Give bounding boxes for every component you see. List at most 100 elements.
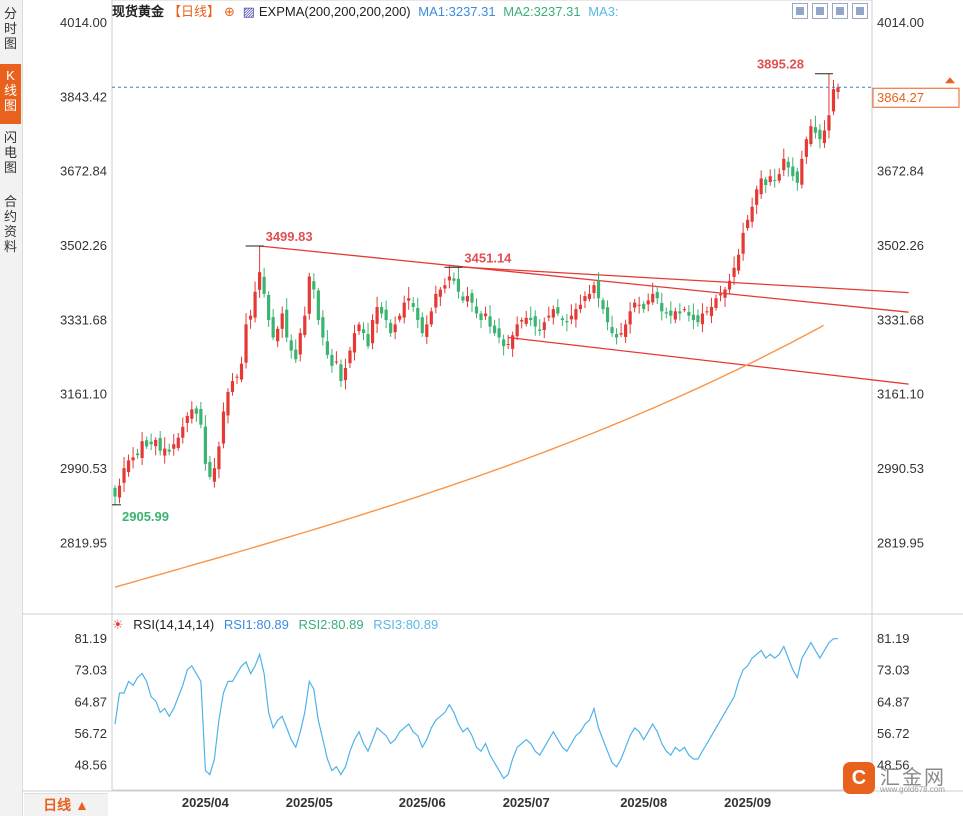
candle — [416, 297, 420, 329]
candle — [651, 282, 655, 305]
candle-body — [307, 276, 311, 314]
candle-body — [366, 334, 370, 347]
candle — [262, 267, 266, 298]
candle-body — [208, 461, 212, 477]
expma-indicator-icon[interactable]: ▨ — [242, 4, 255, 19]
candle-body — [664, 312, 668, 314]
price-tick-left: 3331.68 — [60, 312, 107, 327]
candle-body — [163, 448, 167, 456]
candle-body — [718, 293, 723, 296]
candle-body — [551, 309, 555, 318]
candle — [117, 478, 122, 504]
candle-body — [583, 296, 587, 301]
candle-body — [434, 293, 438, 308]
candle-body — [782, 158, 786, 171]
candle — [194, 405, 198, 422]
fit-chart-icon[interactable] — [792, 3, 808, 19]
candle-body — [429, 311, 433, 325]
candle — [456, 267, 461, 299]
candle — [465, 286, 470, 308]
candle-body — [569, 315, 573, 320]
candle — [578, 294, 583, 313]
candle-body — [384, 309, 388, 321]
candle — [560, 315, 564, 326]
candle — [280, 306, 284, 338]
candle-body — [321, 317, 325, 338]
candle — [434, 285, 438, 314]
candle-body — [289, 340, 293, 351]
candle — [375, 296, 379, 334]
candle-body — [203, 426, 207, 464]
expma-indicator-label[interactable]: EXPMA(200,200,200,200) — [258, 4, 411, 19]
zoom-in-icon[interactable] — [812, 3, 828, 19]
candle — [732, 256, 736, 286]
period-label[interactable]: 【日线】 — [168, 4, 221, 19]
candle — [393, 316, 397, 340]
tab-flash-chart[interactable]: 闪电图 — [3, 130, 17, 175]
candle-body — [578, 304, 583, 310]
candle — [542, 317, 546, 339]
candle-body — [705, 311, 709, 313]
candle — [429, 307, 433, 328]
candle-body — [122, 468, 126, 483]
price-tick-right: 4014.00 — [877, 15, 924, 30]
candle — [678, 303, 682, 321]
tab-time-chart[interactable]: 分时图 — [3, 6, 17, 51]
candle — [836, 83, 840, 99]
candle — [687, 305, 691, 322]
candle-body — [420, 317, 424, 334]
period-switch-button[interactable]: 日线 ▲ — [24, 793, 108, 816]
trendline — [458, 266, 909, 294]
high-label: 3499.83 — [266, 229, 313, 244]
candle-body — [172, 444, 176, 449]
candle-body — [325, 341, 329, 355]
candle-body — [316, 290, 320, 321]
candle — [384, 300, 388, 329]
candle-body — [135, 453, 140, 456]
candle-body — [511, 335, 515, 349]
candle-body — [285, 309, 289, 338]
candle — [655, 286, 659, 305]
candle-body — [709, 306, 714, 317]
tab-contract-info[interactable]: 合约资料 — [3, 194, 17, 254]
x-tick-label: 2025/08 — [620, 795, 667, 810]
rsi-settings-icon[interactable]: ☀ — [112, 617, 124, 632]
candle-body — [312, 281, 316, 290]
candle — [538, 319, 542, 336]
candle — [361, 322, 366, 341]
candle-body — [230, 381, 235, 392]
candle — [759, 170, 763, 199]
candle-body — [646, 300, 650, 305]
ma2-value: MA2:3237.31 — [503, 4, 581, 19]
candle — [140, 432, 144, 465]
candle — [682, 306, 686, 313]
candle-body — [727, 280, 732, 290]
candle-body — [212, 468, 217, 482]
rsi-line — [114, 638, 838, 780]
settings-icon[interactable]: ⊕ — [224, 4, 235, 19]
play-icon[interactable] — [832, 3, 848, 19]
candle-body — [113, 487, 117, 497]
instrument-title: 现货黄金 — [112, 4, 165, 19]
candle — [190, 401, 194, 424]
candle — [370, 314, 375, 350]
candle — [556, 299, 560, 317]
candle-body — [167, 449, 171, 452]
candle — [574, 303, 578, 328]
candle-body — [470, 293, 474, 303]
step-forward-icon[interactable] — [852, 3, 868, 19]
candle — [610, 315, 614, 337]
current-price-box — [872, 87, 960, 108]
candle-body — [547, 315, 551, 318]
tab-kline-chart[interactable]: K线图 — [0, 64, 21, 124]
candle-body — [809, 126, 813, 145]
candle — [515, 316, 519, 340]
rsi-header: ☀ RSI(14,14,14) RSI1:80.89 RSI2:80.89 RS… — [112, 617, 444, 633]
candle-body — [605, 307, 610, 323]
candle-body — [447, 276, 451, 281]
candle — [800, 150, 804, 189]
candle-body — [370, 320, 375, 344]
candle — [339, 359, 343, 387]
candle-body — [131, 457, 135, 461]
